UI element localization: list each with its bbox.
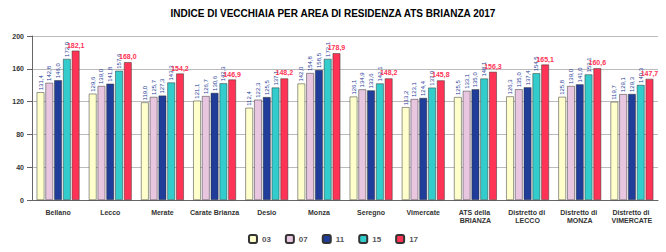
svg-text:BRIANZA: BRIANZA [460,217,492,224]
svg-text:07: 07 [299,235,308,244]
svg-text:154,5: 154,5 [533,56,540,72]
svg-text:127,3: 127,3 [159,78,165,94]
svg-text:178,9: 178,9 [328,44,346,52]
svg-text:139,0: 139,0 [98,68,104,84]
svg-text:142,1: 142,1 [376,66,383,82]
svg-text:200: 200 [12,33,24,40]
svg-text:122,3: 122,3 [255,82,261,98]
svg-text:Desio: Desio [257,209,276,216]
svg-text:11: 11 [336,235,345,244]
svg-text:135,0: 135,0 [472,72,478,88]
svg-text:160,6: 160,6 [589,59,607,67]
svg-text:142,8: 142,8 [46,65,52,81]
svg-text:125,7: 125,7 [151,79,157,95]
svg-text:141,8: 141,8 [107,66,113,82]
svg-text:Distretto di: Distretto di [560,209,599,216]
svg-text:143,3: 143,3 [168,65,175,81]
svg-text:125,5: 125,5 [455,79,461,95]
svg-text:135,0: 135,0 [516,72,522,88]
svg-text:Seregno: Seregno [357,209,385,217]
svg-text:134,9: 134,9 [359,72,365,88]
svg-text:154,2: 154,2 [171,65,189,73]
svg-text:130,6: 130,6 [212,75,218,91]
svg-text:17: 17 [409,235,418,244]
svg-text:121,1: 121,1 [194,83,200,99]
svg-text:119,0: 119,0 [142,85,148,100]
svg-text:Monza: Monza [308,209,330,216]
svg-text:182,1: 182,1 [67,42,85,50]
svg-text:119,7: 119,7 [611,85,617,100]
svg-text:146,0: 146,0 [55,63,61,79]
svg-text:125,5: 125,5 [264,79,270,95]
svg-text:156,3: 156,3 [484,63,502,71]
svg-text:LECCO: LECCO [515,217,540,224]
svg-text:158,5: 158,5 [316,52,322,68]
svg-text:VIMERCATE: VIMERCATE [612,217,653,224]
svg-text:Distretto di: Distretto di [508,209,547,216]
svg-text:123,1: 123,1 [411,81,417,97]
svg-text:ATS della: ATS della [459,209,492,216]
svg-text:131,4: 131,4 [38,75,44,91]
svg-text:126,7: 126,7 [203,78,209,94]
svg-text:125,8: 125,8 [559,79,565,95]
svg-text:147,7: 147,7 [641,70,659,78]
svg-text:129,1: 129,1 [620,76,626,92]
svg-text:124,4: 124,4 [420,80,426,96]
svg-text:0: 0 [20,197,24,204]
svg-text:MONZA: MONZA [567,217,593,224]
svg-text:03: 03 [262,235,271,244]
svg-text:15: 15 [372,235,381,244]
svg-text:Lecco: Lecco [100,209,120,216]
svg-text:165,1: 165,1 [536,56,554,64]
svg-text:145,8: 145,8 [432,71,450,79]
svg-text:Carate Brianza: Carate Brianza [190,209,239,216]
svg-text:113,2: 113,2 [403,90,409,105]
svg-text:148,2: 148,2 [276,69,294,77]
svg-text:126,1: 126,1 [351,79,357,95]
svg-text:137,1: 137,1 [272,70,279,86]
svg-text:142,3: 142,3 [220,66,227,82]
svg-text:146,9: 146,9 [223,71,241,79]
svg-text:120: 120 [12,98,24,105]
svg-text:168,0: 168,0 [119,53,137,61]
svg-text:137,4: 137,4 [525,70,531,86]
svg-text:141,0: 141,0 [577,67,583,83]
svg-text:40: 40 [16,164,24,171]
svg-text:Merate: Merate [151,209,174,216]
svg-text:160: 160 [12,65,24,72]
svg-text:Bellano: Bellano [45,209,70,216]
svg-text:126,3: 126,3 [507,79,513,95]
svg-text:Vimercate: Vimercate [407,209,440,216]
svg-text:129,6: 129,6 [90,76,96,92]
svg-text:148,2: 148,2 [380,69,398,77]
svg-text:133,6: 133,6 [368,73,374,89]
svg-text:129,3: 129,3 [629,76,635,92]
svg-text:154,8: 154,8 [307,55,313,71]
svg-text:INDICE DI VECCHIAIA PER AREA D: INDICE DI VECCHIAIA PER AREA DI RESIDENZ… [171,8,496,19]
svg-text:133,1: 133,1 [464,73,470,89]
svg-text:172,0: 172,0 [63,41,70,57]
svg-text:142,0: 142,0 [298,66,304,82]
svg-text:139,0: 139,0 [568,68,574,84]
svg-text:80: 80 [16,131,24,138]
svg-text:157,6: 157,6 [116,53,122,69]
svg-text:112,4: 112,4 [246,91,252,106]
svg-text:Distretto di: Distretto di [612,209,651,216]
